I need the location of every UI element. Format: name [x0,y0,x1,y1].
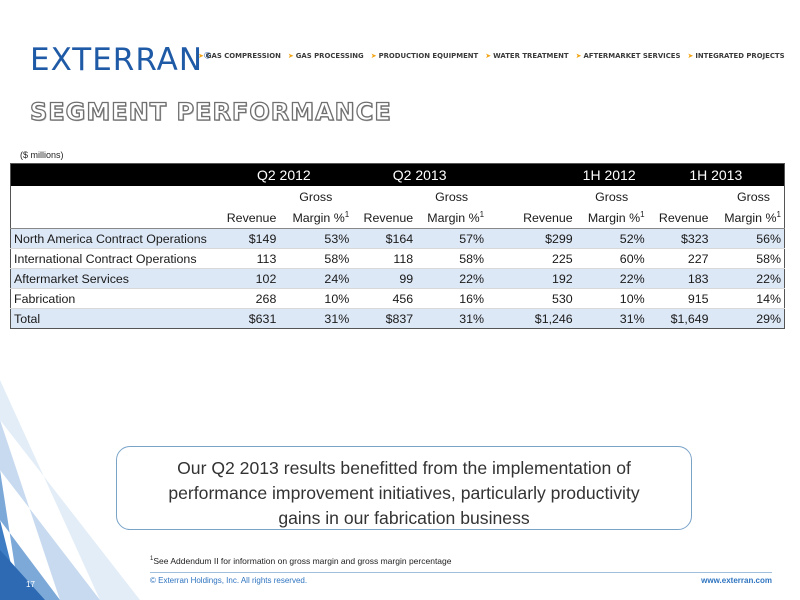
copyright-text: © Exterran Holdings, Inc. All rights res… [150,576,308,585]
nav-item-production-equipment: ➤ PRODUCTION EQUIPMENT [370,52,479,60]
nav-item-integrated-projects: ➤ INTEGRATED PROJECTS [687,52,785,60]
callout-line: performance improvement initiatives, par… [168,483,640,503]
chevron-icon: ➤ [198,52,204,60]
footnote: 1See Addendum II for information on gros… [150,556,452,566]
margin-header: Margin %1 [279,207,353,229]
margin-header: Margin %1 [711,207,785,229]
slide-title: SEGMENT PERFORMANCE [29,97,392,126]
table-row: Fabrication 268 10% 456 16% 530 10% 915 … [10,288,785,309]
page-number: 17 [26,580,35,589]
chevron-icon: ➤ [370,52,377,60]
chevron-icon: ➤ [287,52,294,60]
callout-line: gains in our fabrication business [278,508,530,528]
period-header: 1H 2013 [647,163,785,186]
gross-label: Gross [435,189,469,204]
callout-line: Our Q2 2013 results benefitted from the … [177,458,631,478]
revenue-header: Revenue [215,207,280,229]
exterran-logo: EXTERRAN® [30,42,213,78]
decorative-stripes [0,380,140,600]
website-link[interactable]: www.exterran.com [701,576,772,585]
period-header: Q2 2012 [215,163,353,186]
table-row: International Contract Operations 113 58… [10,248,785,269]
table-row: North America Contract Operations $149 5… [10,228,785,249]
table-row: Aftermarket Services 102 24% 99 22% 192 … [10,268,785,289]
nav-item-gas-compression: ➤ GAS COMPRESSION [198,52,281,60]
period-header: Q2 2013 [352,163,488,186]
subheader-row-top: Gross Gross Gross Gross [11,186,785,207]
chevron-icon: ➤ [687,52,694,60]
margin-header: Margin %1 [416,207,488,229]
nav-item-gas-processing: ➤ GAS PROCESSING [287,52,364,60]
revenue-header: Revenue [647,207,712,229]
revenue-header: Revenue [487,207,576,229]
period-header-row: Q2 2012 Q2 2013 1H 2012 1H 2013 [10,163,785,186]
table-row-total: Total $631 31% $837 31% $1,246 31% $1,64… [10,308,785,329]
gross-label: Gross [595,189,629,204]
gross-label: Gross [736,189,770,204]
chevron-icon: ➤ [485,52,492,60]
gross-label: Gross [299,189,333,204]
period-header: 1H 2012 [487,163,648,186]
logo-registered-mark: ® [203,51,214,62]
chevron-icon: ➤ [575,52,582,60]
logo-text: EXTERRAN [30,42,204,78]
footer-divider [150,572,772,573]
business-lines-nav: ➤ GAS COMPRESSION ➤ GAS PROCESSING ➤ PRODUC… [198,52,785,60]
revenue-header: Revenue [352,207,417,229]
subheader-row-bottom: Revenue Margin %1 Revenue Margin %1 Reve… [10,207,785,229]
key-takeaway-callout: Our Q2 2013 results benefitted from the … [116,446,692,530]
nav-item-aftermarket-services: ➤ AFTERMARKET SERVICES [575,52,681,60]
nav-item-water-treatment: ➤ WATER TREATMENT [485,52,569,60]
header-spacer [10,163,216,186]
units-label: ($ millions) [20,150,64,160]
margin-header: Margin %1 [575,207,648,229]
segment-performance-table: Q2 2012 Q2 2013 1H 2012 1H 2013 Gross Gr… [10,163,785,329]
